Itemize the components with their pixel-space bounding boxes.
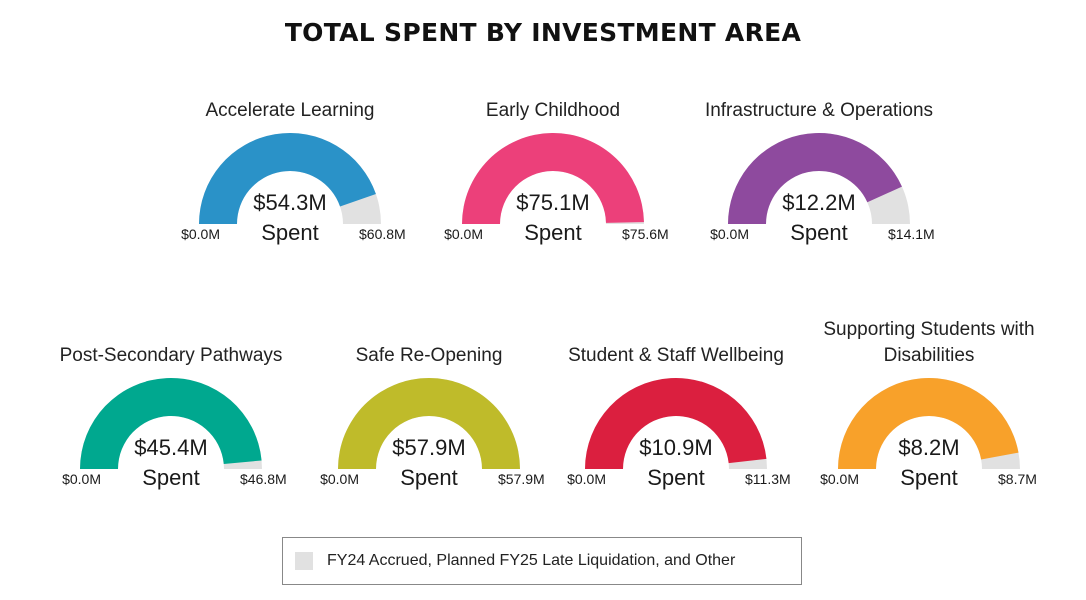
spent-value: $10.9M [639,435,713,460]
min-label: $0.0M [320,471,359,487]
max-label: $57.9M [498,471,545,487]
spent-value: $57.9M [392,435,466,460]
legend-label: FY24 Accrued, Planned FY25 Late Liquidat… [327,552,736,569]
spent-label: Spent [524,220,582,245]
spent-value: $12.2M [782,190,856,215]
max-label: $14.1M [888,226,935,242]
gauge-title: Early Childhood [485,100,621,121]
gauge-arc [728,132,910,224]
gauge-spent-arc [728,132,902,224]
spent-label: Spent [142,465,200,490]
gauge-infrastructure-operations: Infrastructure & Operations $12.2M Spent… [699,68,939,258]
gauge-title: Safe Re-Opening [355,345,503,366]
gauge-accelerate-learning: Accelerate Learning $54.3M Spent $0.0M $… [170,68,410,258]
gauge-spent-arc [838,377,1019,469]
gauge-title: Student & Staff Wellbeing [568,345,784,366]
gauge-title: Accelerate Learning [205,100,375,121]
gauge-title: Supporting Students with Disabilities [823,319,1035,366]
legend: FY24 Accrued, Planned FY25 Late Liquidat… [282,537,802,585]
min-label: $0.0M [181,226,220,242]
min-label: $0.0M [710,226,749,242]
spent-label: Spent [790,220,848,245]
gauge-spent-arc [338,378,520,469]
gauge-safe-re-opening: Safe Re-Opening $57.9M Spent $0.0M $57.9… [309,313,549,503]
gauge-post-secondary-pathways: Post-Secondary Pathways $45.4M Spent $0.… [51,313,291,503]
min-label: $0.0M [567,471,606,487]
gauge-arc [199,133,381,224]
gauge-spent-arc [585,378,767,469]
spent-label: Spent [400,465,458,490]
min-label: $0.0M [820,471,859,487]
gauge-supporting-students-disabilities: Supporting Students with Disabilities $8… [809,313,1049,503]
spent-label: Spent [647,465,705,490]
gauge-title: Infrastructure & Operations [704,100,934,121]
max-label: $46.8M [240,471,287,487]
spent-value: $45.4M [134,435,208,460]
gauge-arc [80,377,262,469]
gauge-arc [338,378,520,469]
gauge-early-childhood: Early Childhood $75.1M Spent $0.0M $75.6… [433,68,673,258]
min-label: $0.0M [444,226,483,242]
max-label: $75.6M [622,226,669,242]
min-label: $0.0M [62,471,101,487]
legend-swatch [295,552,313,570]
gauge-arc [585,378,767,469]
spent-value: $54.3M [253,190,327,215]
page-title: TOTAL SPENT BY INVESTMENT AREA [284,18,802,47]
spent-label: Spent [261,220,319,245]
gauge-spent-arc [80,377,262,469]
gauge-title: Post-Secondary Pathways [59,345,283,366]
spent-value: $8.2M [898,435,960,460]
spent-label: Spent [900,465,958,490]
gauge-spent-arc [199,133,376,224]
gauge-arc [838,377,1020,469]
max-label: $60.8M [359,226,406,242]
gauge-spent-arc [462,133,644,224]
max-label: $11.3M [745,471,791,487]
gauge-arc [462,133,644,224]
max-label: $8.7M [998,471,1037,487]
spent-value: $75.1M [516,190,590,215]
gauge-student-staff-wellbeing: Student & Staff Wellbeing $10.9M Spent $… [556,313,796,503]
